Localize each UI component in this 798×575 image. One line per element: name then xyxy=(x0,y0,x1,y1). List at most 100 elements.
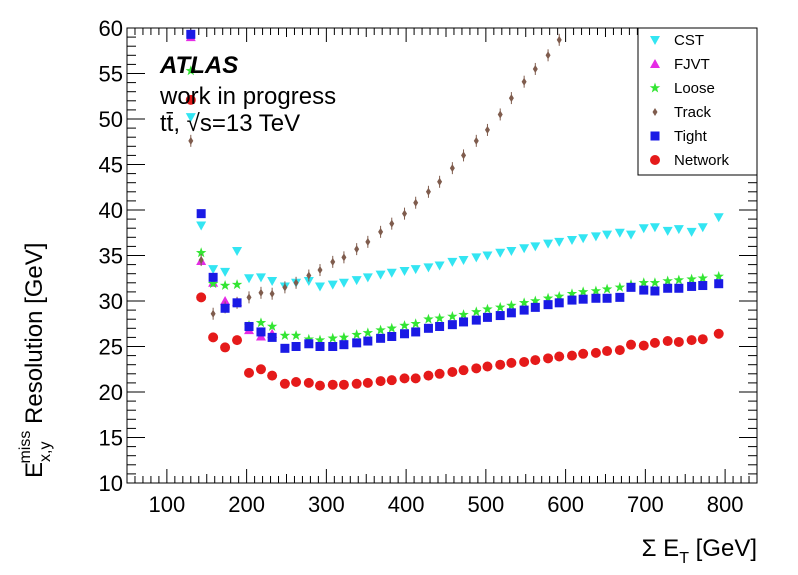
track-point xyxy=(188,136,194,145)
series-network xyxy=(185,94,724,391)
tight-point xyxy=(363,336,373,346)
cst-point xyxy=(649,223,660,233)
atlas-label: ATLAS xyxy=(159,52,238,79)
cst-point xyxy=(196,221,207,231)
network-point xyxy=(495,359,506,370)
cst-point xyxy=(554,237,565,247)
legend-label: FJVT xyxy=(674,56,710,73)
cst-point xyxy=(399,266,410,276)
data-markers xyxy=(185,29,724,391)
cst-point xyxy=(626,230,636,240)
loose-point xyxy=(207,278,219,289)
loose-point xyxy=(314,334,326,345)
track-point xyxy=(508,94,514,103)
network-point xyxy=(686,335,697,346)
cst-point xyxy=(482,251,493,261)
network-point xyxy=(255,364,266,375)
network-point xyxy=(386,375,397,386)
track-point xyxy=(449,164,455,173)
tight-point xyxy=(186,29,196,39)
y-tick-label: 40 xyxy=(99,198,123,223)
loose-point xyxy=(577,286,589,297)
track-point xyxy=(354,245,360,254)
x-tick-label: 400 xyxy=(388,492,425,517)
cst-point xyxy=(220,267,231,277)
cst-point xyxy=(519,244,530,254)
tight-point xyxy=(423,323,433,333)
y-axis-ticks: 10 15 20 25 30 35 40 45 50 55 60 xyxy=(99,16,757,496)
legend-label: Track xyxy=(674,104,711,121)
track-point xyxy=(210,309,216,318)
tight-point xyxy=(244,321,254,331)
cst-point xyxy=(471,253,482,263)
network-point xyxy=(327,379,338,390)
track-point xyxy=(198,256,204,265)
cst-point xyxy=(386,268,397,278)
track-point xyxy=(556,35,562,44)
network-point xyxy=(626,339,636,350)
network-point xyxy=(673,336,684,347)
cst-point xyxy=(423,263,434,273)
network-point xyxy=(530,355,541,366)
tight-point xyxy=(387,331,397,341)
series-cst xyxy=(185,113,724,292)
y-tick-label: 10 xyxy=(99,471,123,496)
tight-point xyxy=(650,286,660,296)
loose-point xyxy=(713,270,724,281)
tight-point xyxy=(411,327,421,337)
cst-point xyxy=(713,213,724,223)
cst-point xyxy=(673,225,684,235)
cst-point xyxy=(375,270,386,280)
legend-entry-cst: CST xyxy=(650,32,704,49)
loose-point xyxy=(482,303,493,314)
network-point xyxy=(375,376,386,387)
tight-point xyxy=(530,302,540,312)
cst-point xyxy=(614,228,625,238)
y-tick-label: 50 xyxy=(99,107,123,132)
svg-text:Ex,ymiss Resolution [GeV]: Ex,ymiss Resolution [GeV] xyxy=(17,243,54,478)
loose-point xyxy=(566,288,578,299)
tight-point xyxy=(435,321,445,331)
tight-point xyxy=(626,282,636,292)
series-track xyxy=(188,33,562,320)
loose-point xyxy=(399,320,410,331)
track-point xyxy=(282,283,288,292)
cst-point xyxy=(267,276,278,286)
network-point xyxy=(362,377,373,388)
track-point xyxy=(246,293,252,302)
tight-point xyxy=(591,293,601,303)
track-point xyxy=(269,289,275,298)
tight-point xyxy=(482,312,492,322)
x-tick-label: 700 xyxy=(627,492,664,517)
track-point xyxy=(402,209,408,218)
x-axis-label: Σ ET [GeV] xyxy=(642,535,757,567)
tight-point xyxy=(663,283,673,293)
network-point xyxy=(267,370,278,381)
tight-point xyxy=(267,332,277,342)
loose-point xyxy=(494,301,506,312)
svg-text:Σ ET [GeV]: Σ ET [GeV] xyxy=(642,535,757,567)
cst-point xyxy=(314,282,325,292)
tight-point xyxy=(674,283,684,293)
network-point xyxy=(566,350,577,361)
track-point xyxy=(365,237,371,246)
cst-point xyxy=(543,239,554,249)
fjvt-point xyxy=(220,296,231,305)
legend-marker-fjvt xyxy=(650,59,660,68)
legend-marker-loose xyxy=(649,82,661,93)
track-point xyxy=(306,271,312,280)
tight-point xyxy=(459,317,469,327)
network-point xyxy=(602,346,613,357)
network-point xyxy=(185,94,196,105)
loose-point xyxy=(434,312,445,323)
network-point xyxy=(410,373,421,384)
track-point xyxy=(473,136,479,145)
loose-point xyxy=(649,277,661,288)
cst-point xyxy=(434,261,445,271)
legend-entry-tight: Tight xyxy=(650,128,708,145)
loose-point xyxy=(423,313,434,324)
legend-entry-loose: Loose xyxy=(649,80,715,97)
legend-marker-tight xyxy=(650,131,660,141)
loose-point xyxy=(614,281,626,292)
tight-point xyxy=(506,308,516,318)
